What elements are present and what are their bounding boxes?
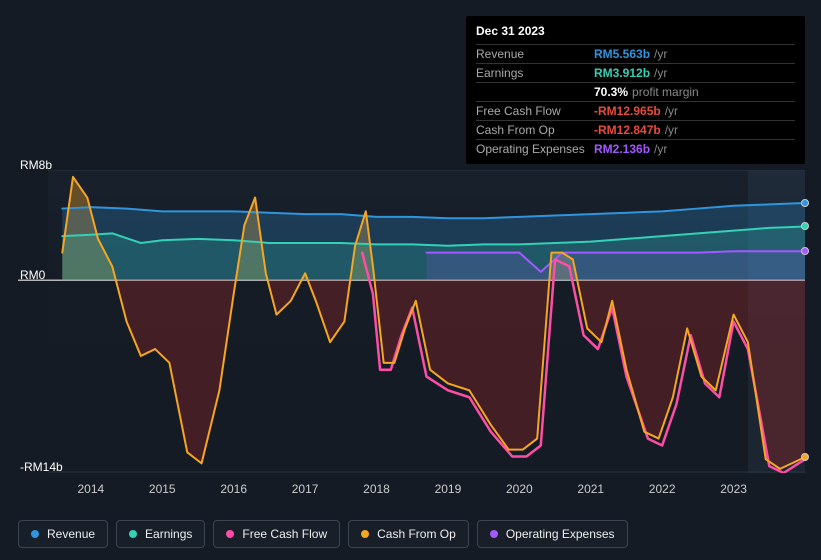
x-tick-label: 2020 (506, 482, 533, 496)
legend-dot-icon (129, 530, 137, 538)
tooltip-row: Free Cash Flow-RM12.965b/yr (476, 101, 795, 120)
tooltip-label: Cash From Op (476, 123, 594, 137)
tooltip-unit: /yr (665, 123, 678, 137)
tooltip-label: Earnings (476, 66, 594, 80)
legend: Revenue Earnings Free Cash Flow Cash From O… (18, 520, 628, 548)
tooltip-unit: /yr (654, 66, 667, 80)
x-tick-label: 2016 (220, 482, 247, 496)
legend-item-revenue[interactable]: Revenue (18, 520, 108, 548)
x-tick-label: 2018 (363, 482, 390, 496)
tooltip-value: -RM12.965b (594, 104, 661, 118)
tooltip-unit: /yr (654, 47, 667, 61)
tooltip-value: RM2.136b (594, 142, 650, 156)
tooltip-label: Revenue (476, 47, 594, 61)
financials-chart[interactable] (18, 170, 805, 473)
x-tick-label: 2021 (577, 482, 604, 496)
tooltip-value: RM5.563b (594, 47, 650, 61)
x-tick-label: 2023 (720, 482, 747, 496)
x-axis: 2014 2015 2016 2017 2018 2019 2020 2021 2022 2023 (18, 482, 805, 498)
legend-label: Operating Expenses (506, 527, 615, 541)
tooltip-unit: /yr (665, 104, 678, 118)
legend-dot-icon (226, 530, 234, 538)
tooltip-label: Operating Expenses (476, 142, 594, 156)
tooltip-row: EarningsRM3.912b/yr (476, 63, 795, 82)
legend-item-fcf[interactable]: Free Cash Flow (213, 520, 340, 548)
legend-label: Earnings (145, 527, 192, 541)
legend-item-cfo[interactable]: Cash From Op (348, 520, 469, 548)
series-end-dot (801, 222, 809, 230)
x-tick-label: 2015 (149, 482, 176, 496)
tooltip-unit: profit margin (632, 85, 699, 99)
series-end-dot (801, 199, 809, 207)
legend-label: Cash From Op (377, 527, 456, 541)
tooltip-row: Cash From Op-RM12.847b/yr (476, 120, 795, 139)
legend-dot-icon (490, 530, 498, 538)
tooltip-value: 70.3% (594, 85, 628, 99)
x-tick-label: 2022 (649, 482, 676, 496)
tooltip-unit: /yr (654, 142, 667, 156)
legend-label: Free Cash Flow (242, 527, 327, 541)
series-end-dot (801, 453, 809, 461)
legend-dot-icon (31, 530, 39, 538)
tooltip-row: 70.3% profit margin (476, 82, 795, 101)
legend-item-opex[interactable]: Operating Expenses (477, 520, 628, 548)
x-tick-label: 2017 (292, 482, 319, 496)
series-end-dot (801, 247, 809, 255)
legend-label: Revenue (47, 527, 95, 541)
x-tick-label: 2019 (435, 482, 462, 496)
tooltip-row: RevenueRM5.563b/yr (476, 44, 795, 63)
tooltip-row: Operating ExpensesRM2.136b/yr (476, 139, 795, 158)
tooltip-date: Dec 31 2023 (476, 24, 795, 44)
legend-item-earnings[interactable]: Earnings (116, 520, 205, 548)
tooltip-value: RM3.912b (594, 66, 650, 80)
tooltip-panel: Dec 31 2023 RevenueRM5.563b/yrEarningsRM… (466, 16, 805, 164)
tooltip-value: -RM12.847b (594, 123, 661, 137)
legend-dot-icon (361, 530, 369, 538)
tooltip-label: Free Cash Flow (476, 104, 594, 118)
x-tick-label: 2014 (77, 482, 104, 496)
